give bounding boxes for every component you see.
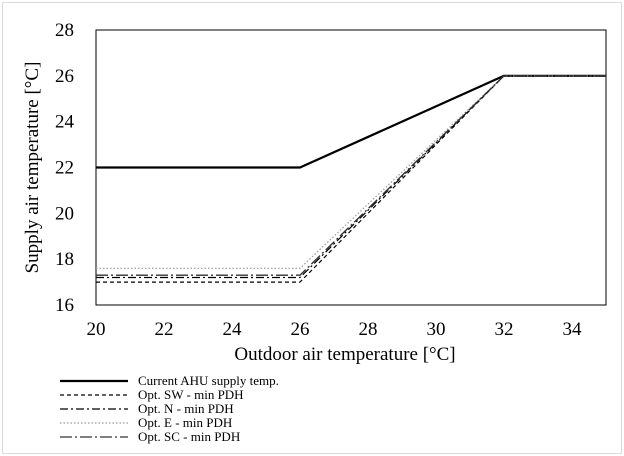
x-axis-label: Outdoor air temperature [°C] xyxy=(234,344,455,365)
y-tick-label: 28 xyxy=(55,20,74,41)
y-tick-label: 22 xyxy=(55,158,74,179)
series-line-1 xyxy=(96,74,606,169)
x-tick-label: 24 xyxy=(223,319,243,340)
y-tick-label: 20 xyxy=(55,203,74,224)
y-tick-label: 26 xyxy=(55,66,74,87)
x-tick-label: 26 xyxy=(291,319,310,340)
x-tick-label: 30 xyxy=(427,319,446,340)
legend-label: Opt. SC - min PDH xyxy=(138,429,240,444)
y-axis-label: Supply air temperature [°C] xyxy=(22,62,43,274)
legend-label: Opt. N - min PDH xyxy=(138,401,234,416)
x-tick-label: 22 xyxy=(155,319,174,340)
y-tick-label: 24 xyxy=(55,112,75,133)
series-line-4 xyxy=(96,75,606,269)
series-line-5 xyxy=(96,75,606,276)
series-layer xyxy=(96,74,606,283)
series-line-3 xyxy=(96,75,606,279)
x-tick-label: 34 xyxy=(563,319,583,340)
tick-labels: 20 22 24 26 28 30 32 34 16 18 20 22 24 26 28 xyxy=(55,20,582,340)
legend: Current AHU supply temp.Opt. SW - min PD… xyxy=(60,373,279,444)
legend-label: Opt. E - min PDH xyxy=(138,415,232,430)
x-tick-label: 32 xyxy=(495,319,514,340)
y-tick-label: 18 xyxy=(55,249,74,270)
legend-label: Current AHU supply temp. xyxy=(138,373,279,388)
y-tick-label: 16 xyxy=(55,295,74,316)
x-tick-label: 20 xyxy=(87,319,106,340)
legend-label: Opt. SW - min PDH xyxy=(138,387,244,402)
x-tick-label: 28 xyxy=(359,319,378,340)
series-line-2 xyxy=(96,75,606,283)
